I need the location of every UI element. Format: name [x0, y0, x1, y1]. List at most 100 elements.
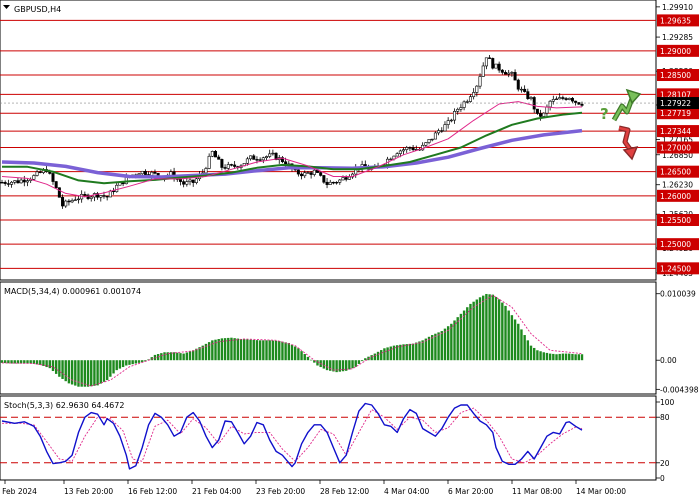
macd-bar [271, 340, 275, 361]
macd-bar [507, 310, 510, 361]
macd-bar [424, 338, 428, 361]
candle-body [526, 91, 530, 99]
macd-bar [348, 360, 351, 370]
macd-bar [179, 353, 182, 361]
stoch-axis-label: 20 [660, 459, 670, 468]
macd-bar [580, 354, 584, 361]
candle-body [204, 168, 208, 174]
candle-body [38, 171, 42, 173]
macd-bar [341, 360, 345, 372]
macd-bar [552, 353, 555, 361]
macd-bar [83, 360, 87, 387]
current-price-label: 1.27922 [660, 99, 691, 108]
macd-bar [545, 352, 549, 361]
macd-bar [54, 360, 58, 374]
candle-body [182, 181, 186, 185]
candle-body [561, 97, 565, 99]
candle-body [245, 158, 249, 164]
candle-body [96, 193, 100, 198]
macd-bar [364, 358, 367, 361]
stoch-axis-label: 80 [660, 413, 670, 422]
macd-bar [121, 360, 125, 368]
macd-bar [284, 342, 287, 361]
macd-bar [39, 360, 42, 365]
macd-bar [520, 329, 523, 361]
level-tag [657, 14, 699, 27]
candle-body [64, 200, 68, 207]
candle-body [491, 58, 495, 69]
macd-bar [322, 360, 326, 369]
candle-body [465, 101, 469, 103]
candle-body [516, 79, 520, 90]
macd-bar [316, 360, 319, 366]
macd-bar [542, 352, 545, 361]
candle-body [402, 149, 406, 152]
macd-bar [488, 294, 491, 361]
macd-bar [325, 360, 329, 371]
macd-bar [236, 338, 240, 361]
macd-bar [402, 344, 405, 361]
candle-body [25, 180, 29, 183]
candle-body [280, 157, 284, 163]
macd-bar [437, 332, 440, 361]
candle-body [76, 198, 80, 201]
macd-bar [558, 353, 561, 361]
time-axis-label: 16 Feb 12:00 [128, 487, 177, 496]
macd-bar [93, 360, 96, 386]
macd-bar [383, 348, 386, 361]
macd-bar [265, 340, 268, 361]
macd-bar [443, 328, 447, 361]
candle-body [555, 98, 559, 101]
candle-body [475, 85, 479, 93]
macd-axis: 0.010039 0.00 -0.004398 [656, 290, 699, 394]
macd-bar [185, 352, 189, 361]
chart-menu-icon[interactable] [3, 5, 10, 9]
macd-bar [574, 354, 577, 361]
candle-body [115, 184, 119, 193]
level-tag [657, 69, 699, 82]
candle-body [210, 151, 214, 157]
candle-body [408, 147, 412, 149]
macd-bar [29, 360, 32, 364]
macd-bar [290, 344, 294, 361]
candle-body [296, 169, 300, 175]
price-axis: 1.299101.292851.285801.278801.271651.268… [656, 3, 693, 278]
macd-bar [118, 360, 122, 369]
time-axis-label: 28 Feb 12:00 [320, 487, 369, 496]
macd-bar [536, 350, 539, 361]
macd-bar [99, 360, 102, 384]
level-tag-label: 1.29000 [660, 47, 691, 56]
macd-bar [160, 353, 163, 361]
candle-body [3, 182, 7, 184]
candle-body [424, 142, 428, 146]
macd-bar [453, 320, 456, 361]
candle-body [504, 72, 508, 75]
macd-bar [242, 339, 246, 361]
price-pane[interactable] [0, 0, 657, 281]
macd-bar [462, 310, 466, 361]
candle-body [284, 161, 288, 165]
level-tag [657, 125, 699, 138]
macd-bar [539, 351, 542, 361]
macd-axis-label: 0.010039 [660, 290, 696, 299]
candle-body [105, 195, 109, 198]
macd-bar [233, 338, 236, 361]
stoch-k-line [1, 402, 583, 470]
candle-body [32, 175, 36, 180]
stochastic-axis: 100 80 20 0 [656, 398, 675, 483]
candle-body [188, 179, 192, 182]
macd-bar [223, 338, 227, 361]
macd-indicator [0, 293, 584, 387]
candle-body [54, 181, 58, 189]
candle-body [150, 171, 154, 176]
level-tag [657, 189, 699, 202]
macd-bar [354, 360, 357, 367]
current-price-tag [657, 97, 699, 110]
macd-bar [204, 343, 208, 361]
time-axis-label: 13 Feb 20:00 [64, 487, 113, 496]
macd-bar [182, 353, 185, 361]
price-axis-label: 1.29910 [662, 3, 693, 12]
price-axis-label: 1.29285 [662, 33, 693, 42]
candle-body [306, 172, 310, 174]
